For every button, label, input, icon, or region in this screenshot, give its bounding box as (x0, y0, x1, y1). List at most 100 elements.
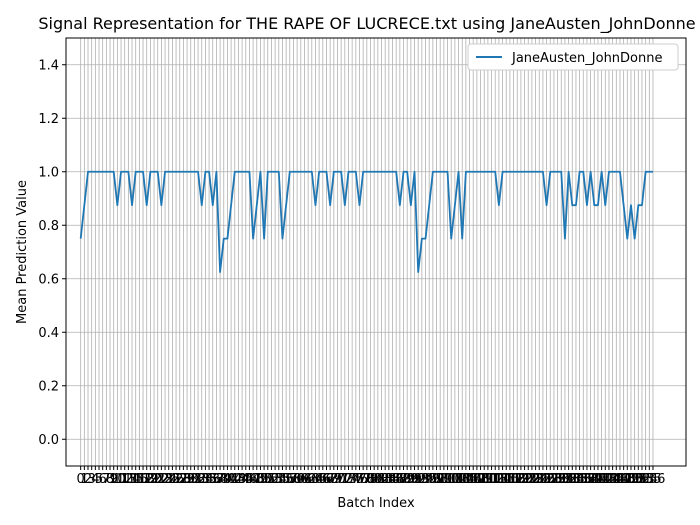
y-tick-label: 0.4 (38, 326, 59, 341)
x-tick-label: 7 (102, 472, 110, 487)
x-tick-label: 14 (124, 472, 141, 487)
x-tick-label: 20 (146, 472, 163, 487)
x-tick-label: 87 (392, 472, 409, 487)
y-tick-label: 1.0 (38, 165, 59, 180)
y-tick-label: 0.8 (38, 219, 59, 234)
x-tick-label: 101 (439, 472, 464, 487)
x-tick-label: 45 (237, 472, 254, 487)
x-tick-label: 111 (475, 472, 500, 487)
x-tick-label: 61 (296, 472, 313, 487)
x-tick-label: 66 (315, 472, 332, 487)
x-tick-label: 152 (626, 472, 651, 487)
x-tick-label: 120 (508, 472, 533, 487)
x-tick-label: 42 (226, 472, 243, 487)
x-tick-label: 134 (560, 472, 585, 487)
legend-box (467, 43, 679, 71)
x-tick-label: 131 (549, 472, 574, 487)
y-ticks: 0.0 0.2 0.4 0.6 0.8 1.0 1.2 1.4 (38, 58, 66, 448)
x-tick-label: 33 (193, 472, 210, 487)
x-tick-label: 124 (523, 472, 548, 487)
x-tick-label: 85 (384, 472, 401, 487)
x-tick-label: 50 (256, 472, 273, 487)
x-tick-label: 65 (311, 472, 328, 487)
x-tick-label: 22 (153, 472, 170, 487)
x-tick-label: 23 (157, 472, 174, 487)
x-tick-label: 102 (442, 472, 467, 487)
x-tick-label: 26 (168, 472, 185, 487)
grid-lines (66, 38, 686, 466)
x-tick-label: 3 (88, 472, 96, 487)
x-tick-label: 118 (501, 472, 526, 487)
x-tick-label: 113 (483, 472, 508, 487)
x-tick-label: 63 (304, 472, 321, 487)
x-tick-label: 123 (520, 472, 545, 487)
x-tick-label: 1 (80, 472, 88, 487)
x-tick-label: 16 (131, 472, 148, 487)
x-tick-label: 32 (190, 472, 207, 487)
x-tick-label: 41 (223, 472, 240, 487)
x-tick-label: 132 (553, 472, 578, 487)
y-tick-label: 0.2 (38, 379, 59, 394)
x-tick-label: 21 (149, 472, 166, 487)
x-tick-label: 79 (362, 472, 379, 487)
x-tick-label: 74 (344, 472, 361, 487)
x-tick-label: 73 (340, 472, 357, 487)
x-tick-label: 38 (212, 472, 229, 487)
x-tick-label: 35 (201, 472, 218, 487)
chart-title: Signal Representation for THE RAPE OF LU… (38, 14, 695, 34)
x-tick-label: 17 (135, 472, 152, 487)
x-tick-label: 28 (175, 472, 192, 487)
x-tick-label: 89 (399, 472, 416, 487)
y-tick-label: 1.4 (38, 58, 59, 73)
x-tick-label: 67 (318, 472, 335, 487)
x-tick-label: 138 (575, 472, 600, 487)
plot-frame (65, 37, 687, 467)
x-tick-label: 24 (160, 472, 177, 487)
x-tick-label: 2 (84, 472, 92, 487)
x-tick-label: 96 (425, 472, 442, 487)
x-tick-label: 44 (234, 472, 251, 487)
y-axis-label: Mean Prediction Value (15, 180, 30, 324)
x-tick-label: 40 (219, 472, 236, 487)
x-tick-label: 69 (326, 472, 343, 487)
x-tick-label: 76 (351, 472, 368, 487)
x-tick-label: 94 (417, 472, 434, 487)
x-tick-label: 140 (582, 472, 607, 487)
x-axis-label: Batch Index (337, 496, 415, 511)
y-tick-label: 1.2 (38, 112, 59, 127)
x-tick-label: 39 (215, 472, 232, 487)
x-tick-label: 86 (388, 472, 405, 487)
x-tick-label: 62 (300, 472, 317, 487)
x-tick-label: 109 (468, 472, 493, 487)
x-tick-label: 6 (99, 472, 107, 487)
x-tick-label: 154 (633, 472, 658, 487)
x-tick-label: 64 (307, 472, 324, 487)
x-tick-label: 103 (446, 472, 471, 487)
x-tick-label: 90 (403, 472, 420, 487)
x-tick-label: 48 (248, 472, 265, 487)
x-tick-label: 143 (593, 472, 618, 487)
x-tick-label: 56 (278, 472, 295, 487)
x-tick-label: 75 (348, 472, 365, 487)
x-tick-label: 83 (377, 472, 394, 487)
x-tick-label: 156 (641, 472, 666, 487)
x-tick-label: 117 (497, 472, 522, 487)
x-tick-label: 81 (370, 472, 387, 487)
x-tick-label: 70 (329, 472, 346, 487)
x-tick-label: 135 (564, 472, 589, 487)
x-tick-label: 80 (366, 472, 383, 487)
x-tick-label: 137 (571, 472, 596, 487)
x-tick-label: 139 (578, 472, 603, 487)
x-tick-label: 13 (120, 472, 137, 487)
x-tick-label: 77 (355, 472, 372, 487)
x-tick-label: 8 (106, 472, 114, 487)
x-tick-label: 52 (263, 472, 280, 487)
x-tick-label: 110 (472, 472, 497, 487)
x-tick-label: 88 (395, 472, 412, 487)
x-tick-label: 34 (197, 472, 214, 487)
x-tick-label: 82 (373, 472, 390, 487)
x-tick-label: 97 (428, 472, 445, 487)
x-tick-label: 27 (171, 472, 188, 487)
legend-entry: JaneAusten_JohnDonne (511, 51, 662, 66)
